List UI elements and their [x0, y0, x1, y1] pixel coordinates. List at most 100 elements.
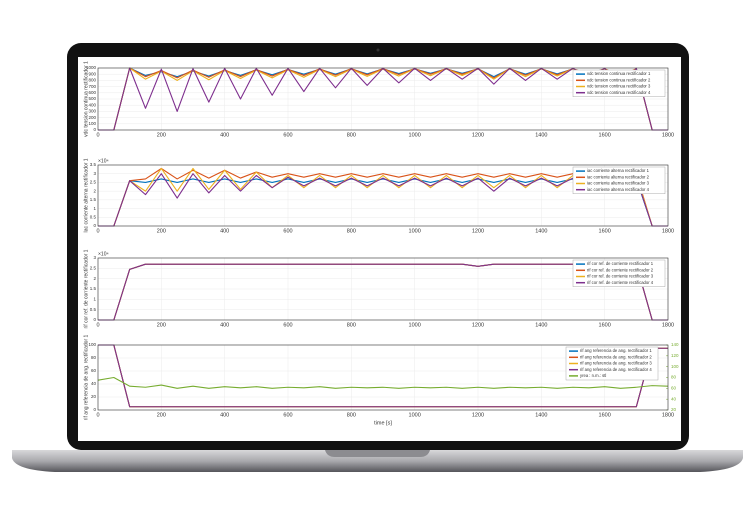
- x-tick-label: 1000: [409, 228, 421, 234]
- x-tick-label: 1000: [409, 412, 421, 418]
- x-tick-label: 400: [220, 322, 229, 328]
- axes-frame: [97, 164, 669, 227]
- x-tick-label: 1600: [599, 132, 611, 138]
- x-tick-label: 1400: [535, 322, 547, 328]
- base-notch: [325, 450, 430, 457]
- x-tick-label: 800: [347, 228, 356, 234]
- x-tick-label: 1200: [472, 412, 484, 418]
- x-tick-label: 0: [96, 322, 99, 328]
- axes-frame: [97, 344, 669, 411]
- x-tick-label: 1600: [599, 412, 611, 418]
- y-tick-label: 100: [88, 121, 96, 126]
- y-tick-label: 400: [88, 102, 96, 107]
- x-tick-label: 1200: [472, 228, 484, 234]
- legend-label: rif cor ref. de corriente rectificador 4: [587, 280, 654, 285]
- x-tick-label: 1400: [535, 132, 547, 138]
- y-tick-label: 0: [93, 407, 96, 412]
- legend-label: rif ang referencia de ang. rectificador …: [580, 348, 652, 353]
- y-axis-label: vdc tension continua rectificador 1: [83, 61, 89, 137]
- x-tick-label: 600: [283, 132, 292, 138]
- y2-tick-label: 40: [671, 396, 677, 401]
- x-tick-label: 800: [347, 322, 356, 328]
- y2-tick-label: 80: [671, 375, 677, 380]
- x-tick-label: 1600: [599, 322, 611, 328]
- legend-label: iac corriente alterna rectificador 1: [587, 168, 650, 173]
- y-tick-label: 100: [88, 342, 96, 347]
- x-tick-label: 0: [96, 132, 99, 138]
- x-tick-label: 1000: [409, 132, 421, 138]
- y-tick-label: 0.5: [90, 214, 97, 219]
- x-tick-label: 200: [157, 412, 166, 418]
- y-tick-label: 60: [91, 368, 97, 373]
- legend-label: iac corriente alterna rectificador 3: [587, 181, 650, 186]
- y-axis-label: rif ang referencia de ang. rectificador …: [83, 334, 89, 420]
- legend-label: rif ang referencia de ang. rectificador …: [580, 354, 652, 359]
- y-tick-label: 20: [91, 394, 97, 399]
- y-tick-label: 800: [88, 78, 96, 83]
- legend-label: vdc tension continua rectificador 2: [587, 77, 651, 82]
- x-tick-label: 800: [347, 132, 356, 138]
- x-tick-label: 200: [157, 132, 166, 138]
- y-exponent: ×10⁴: [98, 251, 109, 257]
- legend-label: vdc tension continua rectificador 4: [587, 90, 651, 95]
- legend-label: rif ang referencia de ang. rectificador …: [580, 361, 652, 366]
- y2-tick-label: 60: [671, 386, 677, 391]
- legend-label: yrea : n.m.: stl: [580, 373, 606, 378]
- legend-label: iac corriente alterna rectificador 2: [587, 174, 650, 179]
- x-tick-label: 1000: [409, 322, 421, 328]
- x-tick-label: 0: [96, 228, 99, 234]
- legend-label: vdc tension continua rectificador 1: [587, 71, 651, 76]
- axes-frame: [97, 67, 669, 131]
- legend-label: iac corriente alterna rectificador 4: [587, 187, 650, 192]
- x-tick-label: 1400: [535, 412, 547, 418]
- series-line: [98, 344, 668, 408]
- x-tick-label: 1800: [662, 322, 674, 328]
- y-tick-label: 1.5: [90, 286, 97, 291]
- laptop-base: [12, 450, 743, 472]
- y-tick-label: 0: [93, 223, 96, 228]
- series-line: [98, 67, 668, 131]
- y2-tick-label: 100: [671, 364, 679, 369]
- y-tick-label: 3.5: [90, 162, 97, 167]
- x-tick-label: 200: [157, 228, 166, 234]
- x-tick-label: 0: [96, 412, 99, 418]
- legend-box: [572, 69, 666, 97]
- y-exponent: ×10⁴: [98, 158, 109, 164]
- y-tick-label: 1000: [86, 65, 97, 70]
- legend-label: rif cor ref. de corriente rectificador 1: [587, 261, 654, 266]
- y-tick-label: 2.5: [90, 180, 97, 185]
- y-tick-label: 300: [88, 109, 96, 114]
- y-axis-label: Iac corriente alterna rectificador 1: [83, 158, 89, 232]
- legend-box: [572, 259, 666, 287]
- x-tick-label: 600: [283, 228, 292, 234]
- y-tick-label: 80: [91, 355, 97, 360]
- x-tick-label: 400: [220, 228, 229, 234]
- y-tick-label: 2.5: [90, 266, 97, 271]
- camera: [376, 48, 380, 52]
- y-axis-label: rif cor ref. de corriente rectificador 1: [83, 249, 89, 328]
- y-tick-label: 1: [93, 297, 96, 302]
- y-tick-label: 0: [93, 127, 96, 132]
- x-tick-label: 1800: [662, 412, 674, 418]
- x-tick-label: 200: [157, 322, 166, 328]
- y-tick-label: 1: [93, 206, 96, 211]
- legend-label: vdc tension continua rectificador 3: [587, 84, 651, 89]
- x-tick-label: 600: [283, 322, 292, 328]
- legend-label: rif cor ref. de corriente rectificador 2: [587, 267, 654, 272]
- y-tick-label: 3: [93, 255, 96, 260]
- x-tick-label: 1800: [662, 132, 674, 138]
- axes-frame: [97, 257, 669, 321]
- x-axis-label: time [s]: [374, 420, 392, 426]
- x-tick-label: 1400: [535, 228, 547, 234]
- legend-label: rif cor ref. de corriente rectificador 3: [587, 274, 654, 279]
- y-tick-label: 700: [88, 84, 96, 89]
- x-tick-label: 400: [220, 412, 229, 418]
- series-line: [97, 376, 669, 389]
- y-tick-label: 0.5: [90, 307, 97, 312]
- x-tick-label: 800: [347, 412, 356, 418]
- x-tick-label: 1200: [472, 132, 484, 138]
- y-tick-label: 500: [88, 96, 96, 101]
- legend-box: [572, 166, 666, 194]
